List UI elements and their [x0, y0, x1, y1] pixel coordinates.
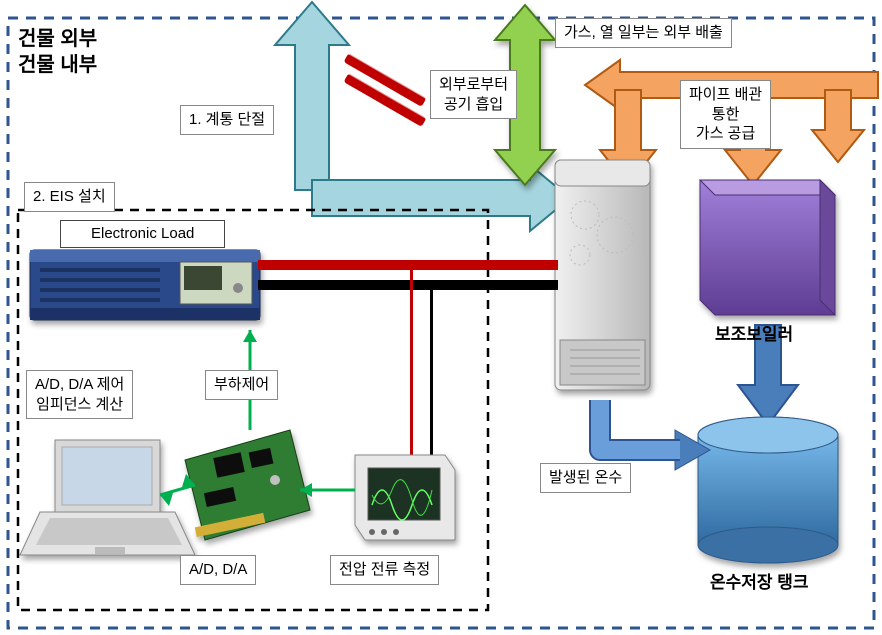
pipe-gas-label: 파이프 배관 통한 가스 공급 — [680, 80, 771, 149]
step1-label: 1. 계통 단절 — [180, 105, 274, 135]
fuel-cell-unit — [555, 160, 650, 390]
grid-disconnect-icon — [344, 51, 428, 126]
red-power-line — [258, 260, 558, 270]
load-control-label: 부하제어 — [205, 370, 278, 400]
electronic-load-device — [30, 250, 260, 320]
aux-boiler — [700, 180, 835, 315]
black-tap — [430, 290, 433, 460]
step2-label: 2. EIS 설치 — [24, 182, 115, 212]
black-power-line — [258, 280, 558, 290]
electronic-load-label: Electronic Load — [60, 220, 225, 248]
gas-heat-label: 가스, 열 일부는 외부 배출 — [555, 18, 732, 48]
air-intake-label: 외부로부터 공기 흡입 — [430, 70, 517, 119]
vi-measure-label: 전압 전류 측정 — [330, 555, 439, 585]
adda-board — [185, 430, 310, 540]
inside-label: 건물 내부 — [18, 48, 97, 77]
hot-water-tank — [698, 417, 838, 563]
adda-label: A/D, D/A — [180, 555, 256, 585]
oscilloscope — [355, 455, 455, 540]
tank-label: 온수저장 탱크 — [710, 568, 809, 593]
adda-control-label: A/D, D/A 제어 임피던스 계산 — [26, 370, 133, 419]
aux-boiler-label: 보조보일러 — [715, 320, 793, 345]
hot-water-gen-label: 발생된 온수 — [540, 463, 631, 493]
red-tap — [410, 270, 413, 460]
outside-label: 건물 외부 — [18, 22, 97, 51]
